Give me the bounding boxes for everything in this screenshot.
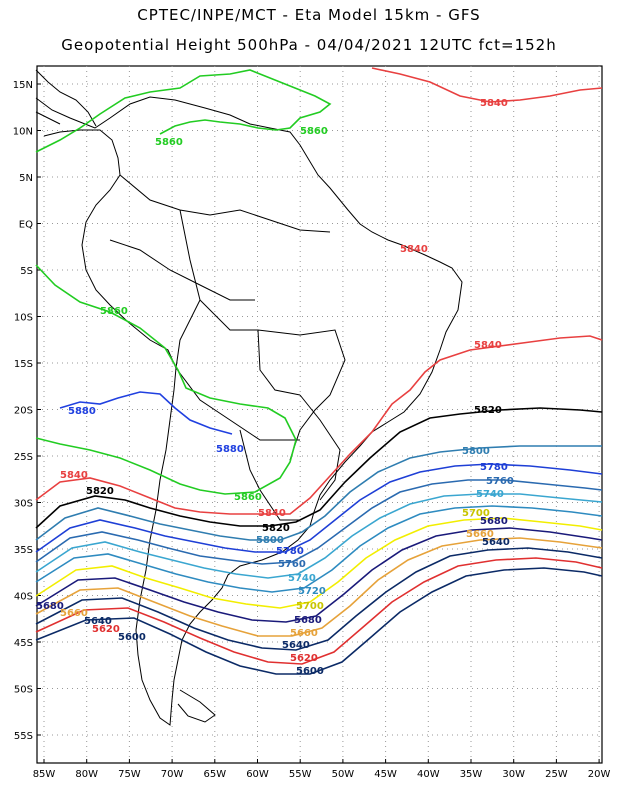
contour-label: 5800 xyxy=(256,535,284,546)
lat-tick-label: 45S xyxy=(14,638,33,649)
lat-tick-label: 20S xyxy=(14,406,33,417)
lat-tick-label: 5S xyxy=(20,266,33,277)
lat-tick-label: 5N xyxy=(19,173,33,184)
lat-tick-label: 10S xyxy=(14,313,33,324)
contour-5800 xyxy=(35,445,602,541)
contour-label: 5720 xyxy=(298,586,326,597)
contour-label: 5620 xyxy=(92,624,120,635)
contour-label: 5640 xyxy=(84,616,112,627)
lat-tick-label: EQ xyxy=(19,220,33,231)
lon-tick-label: 75W xyxy=(118,769,141,780)
contour-5740 xyxy=(35,493,603,579)
contour-label: 5640 xyxy=(282,640,310,651)
contour-label: 5860 xyxy=(300,126,328,137)
contour-5700 xyxy=(35,517,603,609)
lon-tick-label: 40W xyxy=(417,769,440,780)
lon-tick-label: 65W xyxy=(203,769,226,780)
lon-tick-label: 45W xyxy=(374,769,397,780)
lon-tick-label: 80W xyxy=(75,769,98,780)
contour-5660 xyxy=(35,537,603,637)
lat-tick-label: 50S xyxy=(14,685,33,696)
southern-islands xyxy=(177,689,216,723)
contour-label: 5880 xyxy=(68,406,96,417)
height-contours xyxy=(35,67,603,675)
contour-5860-north xyxy=(35,69,332,153)
lon-tick-label: 30W xyxy=(502,769,525,780)
contour-5840 xyxy=(35,67,603,515)
lat-tick-label: 15N xyxy=(13,80,33,91)
contour-label: 5680 xyxy=(36,601,64,612)
contour-labels: 5840 5840 5840 5840 5840 5860 5860 5860 … xyxy=(36,98,514,677)
contour-5760 xyxy=(35,479,603,565)
lat-tick-label: 30S xyxy=(14,499,33,510)
country-borders xyxy=(109,174,346,521)
contour-label: 5820 xyxy=(474,405,502,416)
lon-tick-label: 35W xyxy=(460,769,483,780)
contour-label: 5860 xyxy=(155,137,183,148)
contour-label: 5880 xyxy=(216,444,244,455)
lat-tick-label: 15S xyxy=(14,359,33,370)
chart-subtitle: Geopotential Height 500hPa - 04/04/2021 … xyxy=(61,36,557,54)
contour-label: 5780 xyxy=(276,546,304,557)
contour-5780 xyxy=(35,463,603,553)
contour-label: 5640 xyxy=(482,537,510,548)
contour-label: 5600 xyxy=(118,632,146,643)
lon-tick-label: 70W xyxy=(161,769,184,780)
contour-label: 5860 xyxy=(234,492,262,503)
contour-label: 5760 xyxy=(486,476,514,487)
contour-label: 5740 xyxy=(288,573,316,584)
central-america-coast xyxy=(35,69,97,127)
contour-5640 xyxy=(35,547,603,651)
map-frame xyxy=(36,65,603,764)
lon-tick-label: 20W xyxy=(588,769,611,780)
contour-label: 5840 xyxy=(60,470,88,481)
contour-5620 xyxy=(35,557,603,665)
lon-tick-label: 25W xyxy=(545,769,568,780)
contour-label: 5760 xyxy=(278,559,306,570)
contour-5820 xyxy=(35,407,603,529)
contour-5680 xyxy=(35,527,603,623)
contour-label: 5740 xyxy=(476,489,504,500)
contour-label: 5660 xyxy=(60,608,88,619)
lat-tick-label: 55S xyxy=(14,731,33,742)
contour-label: 5820 xyxy=(262,523,290,534)
contour-label: 5700 xyxy=(296,601,324,612)
contour-label: 5840 xyxy=(480,98,508,109)
lat-tick-label: 10N xyxy=(13,127,33,138)
contour-label: 5840 xyxy=(474,340,502,351)
lat-tick-label: 40S xyxy=(14,592,33,603)
lon-tick-label: 60W xyxy=(246,769,269,780)
contour-label: 5680 xyxy=(294,615,322,626)
contour-label: 5620 xyxy=(290,653,318,664)
contour-label: 5800 xyxy=(462,446,490,457)
contour-5860-south xyxy=(35,264,297,495)
contour-label: 5860 xyxy=(100,306,128,317)
chart-title: CPTEC/INPE/MCT - Eta Model 15km - GFS xyxy=(137,6,481,24)
contour-5600 xyxy=(35,567,603,675)
contour-label: 5660 xyxy=(466,529,494,540)
contour-label: 5820 xyxy=(86,486,114,497)
contour-label: 5780 xyxy=(480,462,508,473)
contour-label: 5680 xyxy=(480,516,508,527)
contour-5720 xyxy=(35,505,603,593)
axis-ticks: 15N10N5NEQ5S10S15S20S25S30S35S40S45S50S5… xyxy=(13,80,611,780)
lon-tick-label: 50W xyxy=(332,769,355,780)
contour-label: 5660 xyxy=(290,628,318,639)
contour-label: 5600 xyxy=(296,666,324,677)
contour-5880 xyxy=(59,391,233,435)
contour-label: 5700 xyxy=(462,508,490,519)
lon-tick-label: 85W xyxy=(33,769,56,780)
lat-tick-label: 35S xyxy=(14,545,33,556)
contour-label: 5840 xyxy=(400,244,428,255)
contour-label: 5840 xyxy=(258,508,286,519)
lat-tick-label: 25S xyxy=(14,452,33,463)
lon-tick-label: 55W xyxy=(289,769,312,780)
